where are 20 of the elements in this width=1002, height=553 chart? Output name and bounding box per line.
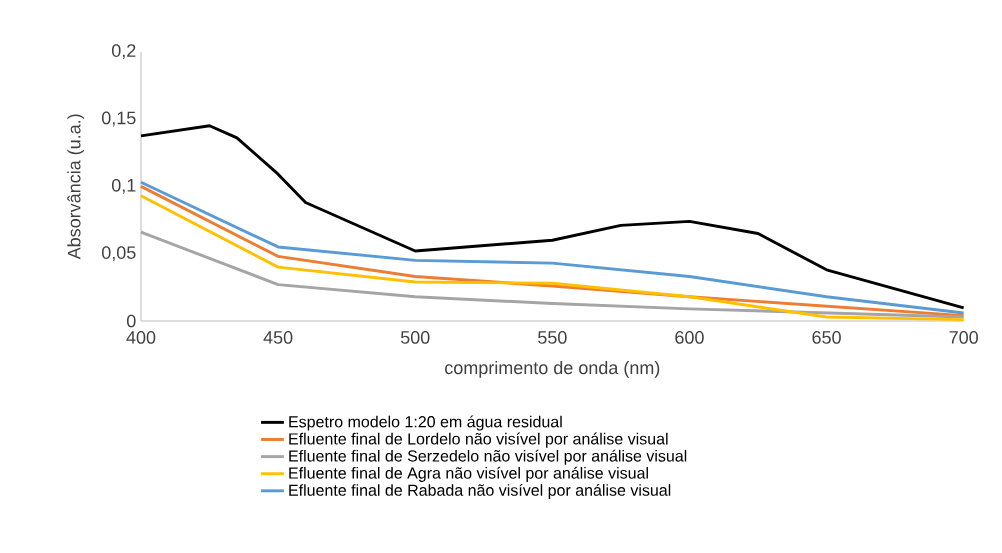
legend-label: Efluente final de Agra não visível por análise visual [289,466,648,482]
legend-label: Efluente final de Serzedelo não visível por análise visual [289,449,687,465]
y-tick-label: 0,05 [101,246,136,262]
x-tick-label: 450 [263,331,293,344]
y-axis-title: Absorvância (u.a.) [67,114,85,260]
x-tick-label: 400 [126,331,156,344]
legend-label: Espetro modelo 1:20 em água residual [289,415,562,431]
x-tick-label: 600 [675,331,704,344]
x-axis-title: comprimento de onda (nm) [445,360,660,378]
y-tick-label: 0,15 [101,111,136,127]
y-tick-label: 0,1 [111,178,136,194]
line-series [139,124,966,310]
x-tick-label: 700 [949,331,978,344]
y-tick-label: 0 [126,314,136,328]
x-tick-label: 500 [400,331,430,344]
x-tick-label: 550 [538,331,567,344]
legend-label: Efluente final de Lordelo não visível por análise visual [289,432,668,448]
legend-label: Efluente final de Rabada não visível por análise visual [289,483,671,500]
x-tick-label: 650 [812,331,841,344]
y-tick-label: 0,2 [111,44,136,60]
